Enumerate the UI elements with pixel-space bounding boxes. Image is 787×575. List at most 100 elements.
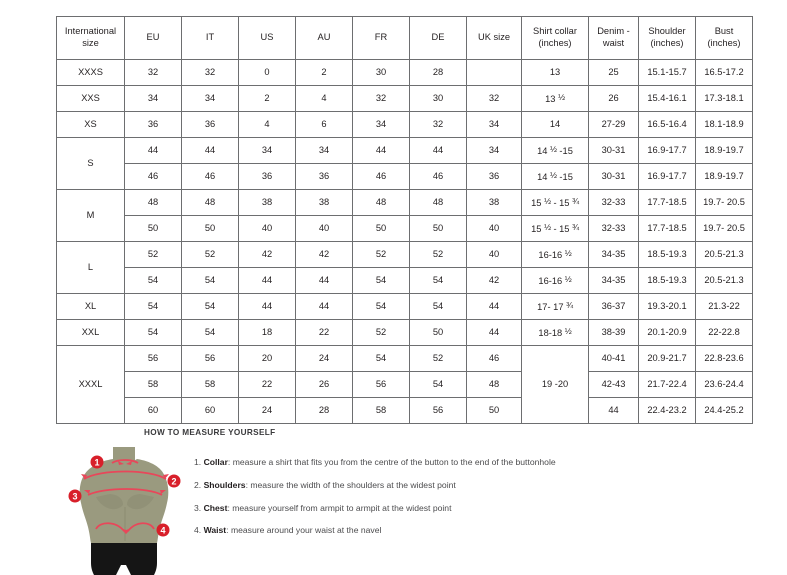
torso-diagram: 1 2 3 4 <box>66 443 184 575</box>
cell-eu: 54 <box>124 293 182 320</box>
cell-us: 34 <box>238 137 296 164</box>
column-header-uk-size: UK size <box>466 16 522 60</box>
cell-collar: 14 ½ -15 <box>521 137 589 164</box>
cell-de: 46 <box>409 163 467 190</box>
cell-bust: 22.8-23.6 <box>695 345 753 372</box>
table-row: XXXL 56 56 20 24 54 52 46 19 -20 40-41 20.9-21.7 22… <box>56 345 753 424</box>
table-row: XL 54 54 44 44 54 54 44 17- 17 ¾ 36-37 19.3-20.1 21… <box>56 293 753 320</box>
cell-uk: 32 <box>466 85 522 112</box>
table-header: International size EU IT US AU FR DE UK … <box>56 16 753 60</box>
table-row: XXL 54 54 18 22 52 50 44 18-18 ½ 38-39 20.1-20.9 22… <box>56 319 753 346</box>
cell-us: 44 <box>238 293 296 320</box>
cell-it: 50 <box>181 215 239 242</box>
marker-4-circle <box>156 523 170 537</box>
cell-uk: 50 <box>466 397 522 424</box>
measure-item-term: Collar <box>203 457 228 467</box>
cell-us: 22 <box>238 371 296 398</box>
measure-item-number: 3. <box>194 502 204 513</box>
cell-collar: 16-16 ½ <box>521 241 589 268</box>
cell-fr: 54 <box>352 293 410 320</box>
cell-shoulder: 16.9-17.7 <box>638 137 696 164</box>
cell-us: 18 <box>238 319 296 346</box>
cell-bust: 18.1-18.9 <box>695 111 753 138</box>
cell-denim: 27-29 <box>588 111 639 138</box>
cell-collar: 15 ½ - 15 ¾ <box>521 215 589 242</box>
cell-international-size: XS <box>56 111 125 138</box>
cell-uk: 44 <box>466 319 522 346</box>
cell-eu: 52 <box>124 241 182 268</box>
marker-1-circle <box>90 455 104 469</box>
cell-uk: 36 <box>466 163 522 190</box>
cell-it: 56 <box>181 345 239 372</box>
column-header-denim-waist: Denim - waist <box>588 16 639 60</box>
cell-au: 40 <box>295 215 353 242</box>
cell-fr: 46 <box>352 163 410 190</box>
measure-item-number: 1. <box>194 457 204 467</box>
measure-instruction-item: 4. Waist: measure around your waist at t… <box>194 525 756 535</box>
cell-fr: 34 <box>352 111 410 138</box>
cell-international-size: XXXL <box>56 345 125 424</box>
cell-de: 52 <box>409 241 467 268</box>
marker-3-circle <box>68 489 82 503</box>
cell-shoulder: 17.7-18.5 <box>638 215 696 242</box>
cell-de: 54 <box>409 267 467 294</box>
column-header-fr: FR <box>352 16 410 60</box>
measure-instruction-item: 2. Shoulders: measure the width of the s… <box>194 480 756 490</box>
cell-it: 54 <box>181 267 239 294</box>
cell-collar: 15 ½ - 15 ¾ <box>521 189 589 216</box>
cell-collar: 16-16 ½ <box>521 267 589 294</box>
cell-it: 58 <box>181 371 239 398</box>
measure-instruction-item: 3. Chest: measure yourself from armpit t… <box>194 503 756 513</box>
measure-item-text: : measure yourself from armpit to armpit… <box>227 502 452 513</box>
cell-uk: 38 <box>466 189 522 216</box>
cell-de: 30 <box>409 85 467 112</box>
cell-de: 28 <box>409 59 467 86</box>
cell-fr: 30 <box>352 59 410 86</box>
cell-de: 56 <box>409 397 467 424</box>
cell-international-size: S <box>56 137 125 190</box>
cell-fr: 54 <box>352 345 410 372</box>
cell-eu: 50 <box>124 215 182 242</box>
cell-de: 50 <box>409 215 467 242</box>
how-to-measure-title: HOW TO MEASURE YOURSELF <box>144 428 276 437</box>
cell-uk: 44 <box>466 293 522 320</box>
cell-it: 52 <box>181 241 239 268</box>
cell-shoulder: 15.4-16.1 <box>638 85 696 112</box>
how-to-measure-section: HOW TO MEASURE YOURSELF <box>56 428 756 575</box>
measure-instructions-list: 1. Collar: measure a shirt that fits you… <box>194 457 756 548</box>
cell-international-size: XL <box>56 293 125 320</box>
cell-denim: 34-35 <box>588 267 639 294</box>
svg-text:4: 4 <box>160 526 165 536</box>
cell-us: 38 <box>238 189 296 216</box>
header-line-1: Shoulder <box>648 26 686 37</box>
cell-international-size: M <box>56 189 125 242</box>
cell-eu: 60 <box>124 397 182 424</box>
cell-it: 48 <box>181 189 239 216</box>
cell-shoulder: 20.1-20.9 <box>638 319 696 346</box>
cell-it: 32 <box>181 59 239 86</box>
cell-eu: 34 <box>124 85 182 112</box>
cell-eu: 48 <box>124 189 182 216</box>
cell-collar: 13 ½ <box>521 85 589 112</box>
cell-international-size: L <box>56 241 125 294</box>
cell-denim: 36-37 <box>588 293 639 320</box>
cell-us: 36 <box>238 163 296 190</box>
cell-fr: 32 <box>352 85 410 112</box>
cell-us: 4 <box>238 111 296 138</box>
cell-fr: 52 <box>352 319 410 346</box>
column-header-us: US <box>238 16 296 60</box>
cell-fr: 54 <box>352 267 410 294</box>
cell-shoulder: 22.4-23.2 <box>638 397 696 424</box>
cell-it: 44 <box>181 137 239 164</box>
size-chart-table-container: International size EU IT US AU FR DE UK … <box>56 16 753 424</box>
cell-shoulder: 20.9-21.7 <box>638 345 696 372</box>
cell-de: 52 <box>409 345 467 372</box>
cell-fr: 44 <box>352 137 410 164</box>
table-row: 58 58 22 26 56 54 48 42-43 21.7-22.4 23.6-24.4 <box>57 371 753 398</box>
cell-bust: 18.9-19.7 <box>695 137 753 164</box>
cell-denim: 32-33 <box>588 189 639 216</box>
cell-denim: 34-35 <box>588 241 639 268</box>
cell-collar: 13 <box>521 59 589 86</box>
cell-fr: 50 <box>352 215 410 242</box>
cell-de: 48 <box>409 189 467 216</box>
